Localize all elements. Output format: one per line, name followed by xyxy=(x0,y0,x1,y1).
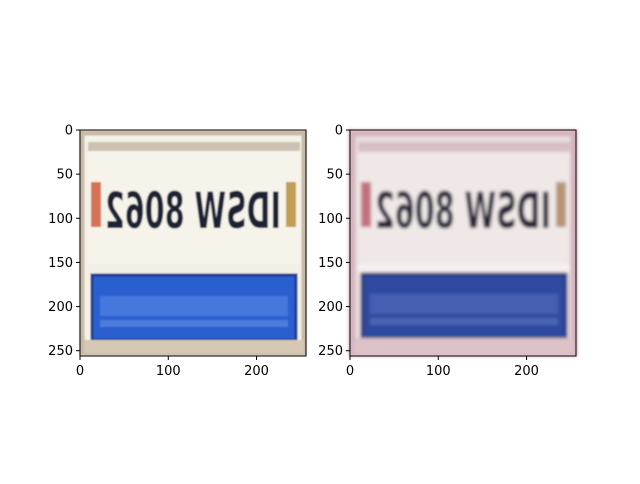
plate-right-mark xyxy=(556,182,566,227)
plate-text-left: IDSW 8062 xyxy=(105,182,281,240)
axis-ticks-left: 0 100 200 0 50 100 150 200 250 xyxy=(48,124,269,380)
y-tick-label: 250 xyxy=(48,344,73,359)
plate-left-mark xyxy=(91,182,101,227)
axes-frame-right xyxy=(349,129,577,357)
plate-blue-band-stripe xyxy=(100,320,288,327)
plate-text-right: IDSW 8062 xyxy=(375,182,551,240)
y-tick-label: 200 xyxy=(318,300,343,315)
plate-blue-band-highlight xyxy=(100,296,288,316)
y-tick-label: 0 xyxy=(65,124,73,139)
plate-left-mark xyxy=(361,182,371,227)
x-tick-label: 0 xyxy=(346,364,354,379)
y-tick-label: 50 xyxy=(56,168,73,183)
x-tick-label: 200 xyxy=(514,364,539,379)
y-tick-label: 150 xyxy=(318,256,343,271)
y-tick-label: 250 xyxy=(318,344,343,359)
plate-text-area xyxy=(88,151,300,264)
plate-top-band xyxy=(88,142,300,151)
plate-image-left: IDSW 8062 xyxy=(79,130,307,356)
y-tick-label: 100 xyxy=(48,212,73,227)
panel-right: IDSW 8062 0 100 200 0 50 100 150 200 250 xyxy=(318,124,578,380)
plate-top-band xyxy=(358,142,570,152)
plate-text-area xyxy=(358,152,570,264)
plate-blue-band-stripe xyxy=(370,318,558,325)
x-tick-label: 0 xyxy=(76,364,84,379)
panel-left: IDSW 8062 0 100 200 0 50 100 150 200 250 xyxy=(48,124,307,380)
y-tick-label: 0 xyxy=(335,124,343,139)
y-tick-label: 100 xyxy=(318,212,343,227)
plate-bottom-strip xyxy=(84,340,304,354)
axis-ticks-right: 0 100 200 0 50 100 150 200 250 xyxy=(318,124,539,380)
y-tick-label: 200 xyxy=(48,300,73,315)
plate-blue-band-highlight xyxy=(370,294,558,314)
plate-separator xyxy=(358,264,570,274)
plate-image-right: IDSW 8062 xyxy=(348,129,578,357)
x-tick-label: 100 xyxy=(426,364,451,379)
plate-bottom-strip xyxy=(354,338,574,354)
plate-separator xyxy=(88,264,300,275)
y-tick-label: 150 xyxy=(48,256,73,271)
axes-frame-left xyxy=(79,129,307,357)
x-tick-label: 200 xyxy=(244,364,269,379)
x-tick-label: 100 xyxy=(156,364,181,379)
y-tick-label: 50 xyxy=(326,168,343,183)
plate-right-mark xyxy=(286,182,296,227)
